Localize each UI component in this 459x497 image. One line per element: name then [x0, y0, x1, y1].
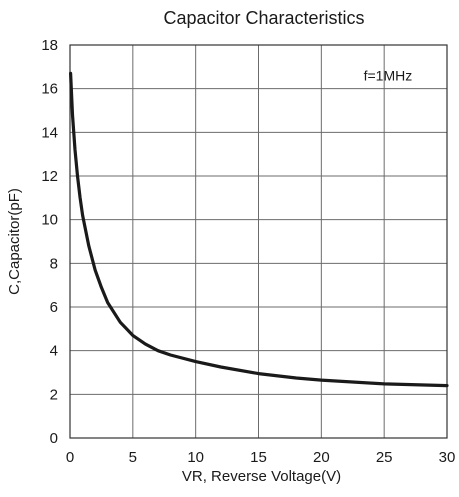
x-tick-label-30: 30 — [439, 449, 456, 466]
x-tick-label-20: 20 — [313, 449, 330, 466]
x-tick-label-15: 15 — [250, 449, 267, 466]
x-tick-label-10: 10 — [187, 449, 204, 466]
plot-frame — [69, 44, 448, 439]
grid — [69, 44, 448, 439]
y-tick-label-10: 10 — [41, 212, 58, 229]
y-tick-label-12: 12 — [41, 168, 58, 185]
frequency-annotation: f=1MHz — [364, 68, 413, 84]
y-tick-label-14: 14 — [41, 124, 58, 141]
y-tick-label-0: 0 — [50, 430, 58, 447]
x-tick-label-0: 0 — [66, 449, 74, 466]
x-tick-label-5: 5 — [129, 449, 137, 466]
y-tick-label-8: 8 — [50, 255, 58, 272]
y-tick-labels: 0 2 4 6 8 10 12 14 16 18 — [41, 37, 58, 447]
y-tick-label-6: 6 — [50, 299, 58, 316]
y-tick-label-16: 16 — [41, 81, 58, 98]
x-tick-label-25: 25 — [376, 449, 393, 466]
y-axis-label: C,Capacitor(pF) — [6, 188, 23, 295]
x-tick-labels: 0 5 10 15 20 25 30 — [66, 449, 456, 466]
chart-title: Capacitor Characteristics — [163, 8, 364, 28]
y-tick-label-2: 2 — [50, 386, 58, 403]
y-tick-label-4: 4 — [50, 343, 58, 360]
series-line-capacitance — [69, 71, 449, 388]
y-tick-label-18: 18 — [41, 37, 58, 54]
x-axis-label: VR, Reverse Voltage(V) — [182, 468, 341, 485]
